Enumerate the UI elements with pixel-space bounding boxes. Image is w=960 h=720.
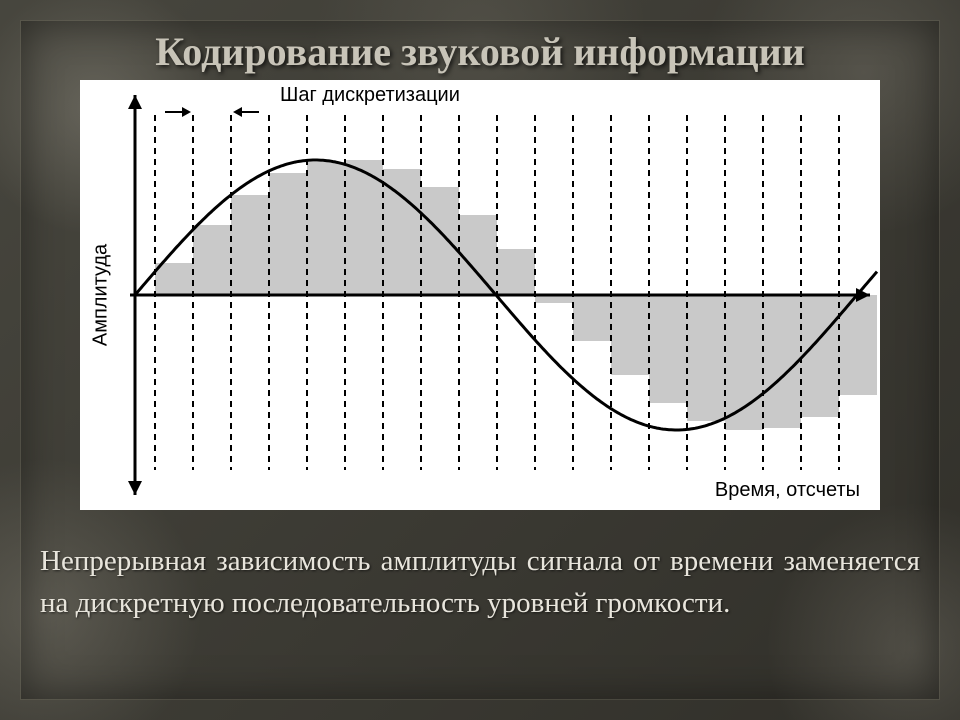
y-axis-label: Амплитуда [90,244,113,346]
sampling-chart: Амплитуда Шаг дискретизации Время, отсче… [80,80,880,510]
chart-svg [80,80,880,510]
step-label: Шаг дискретизации [280,84,460,107]
caption-text: Непрерывная зависимость амплитуды сигнал… [40,540,920,624]
page-title: Кодирование звуковой информации [0,28,960,75]
x-axis-label: Время, отсчеты [715,479,860,502]
